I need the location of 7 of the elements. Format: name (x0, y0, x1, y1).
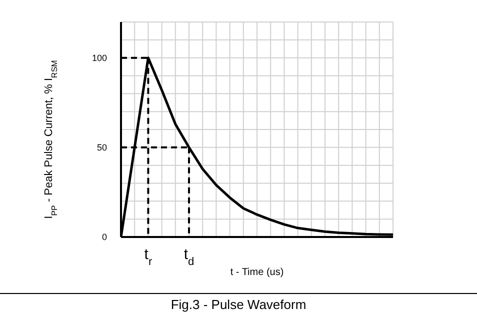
text: Fig.3 - Pulse Waveform (170, 297, 308, 312)
x-axis-title: t - Time (us) (230, 267, 284, 278)
x-tick-label: t$_{r}$ (144, 246, 152, 268)
y-tick-label: 50 (96, 142, 107, 152)
x-tick-label: t$_{d}$ (184, 246, 194, 268)
y-tick-label: 100 (92, 52, 107, 63)
y-tick-label: 0 (102, 232, 107, 242)
